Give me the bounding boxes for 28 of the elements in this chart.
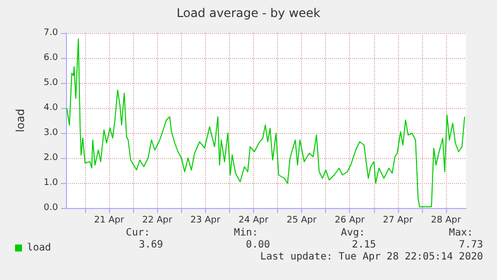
x-tick-label: 25 Apr	[286, 216, 317, 226]
text: Max:	[448, 228, 474, 238]
y-tick-label: 0.0	[44, 203, 58, 213]
text: Avg:	[340, 228, 366, 238]
y-tick-label: 1.0	[44, 178, 58, 188]
text: Last update: Tue Apr 28 22:05:14 2020	[260, 252, 484, 262]
y-tick-label: 2.0	[44, 153, 58, 163]
legend-label: load	[27, 242, 52, 254]
text: 7.73	[458, 240, 484, 250]
y-tick-label: 5.0	[44, 78, 58, 88]
x-tick-label: 26 Apr	[334, 216, 365, 226]
x-tick-label: 22 Apr	[142, 216, 172, 226]
y-axis-title: load	[14, 108, 27, 132]
text: Min:	[234, 228, 258, 238]
x-tick-label: 24 Apr	[238, 216, 269, 226]
text: 0.00	[246, 240, 270, 250]
y-tick-label: 3.0	[44, 128, 58, 138]
x-tick-label: 28 Apr	[431, 216, 462, 226]
chart-title: Load average - by week	[176, 6, 320, 20]
text: Cur:	[126, 228, 150, 238]
y-tick-label: 6.0	[44, 53, 58, 63]
y-tick-label: 7.0	[44, 28, 58, 38]
y-tick-label: 4.0	[44, 103, 58, 113]
text: 2.15	[352, 240, 376, 250]
x-tick-label: 21 Apr	[94, 216, 124, 226]
text: 3.69	[138, 240, 164, 250]
x-tick-label: 27 Apr	[382, 216, 414, 226]
x-tick-label: 23 Apr	[190, 216, 221, 226]
